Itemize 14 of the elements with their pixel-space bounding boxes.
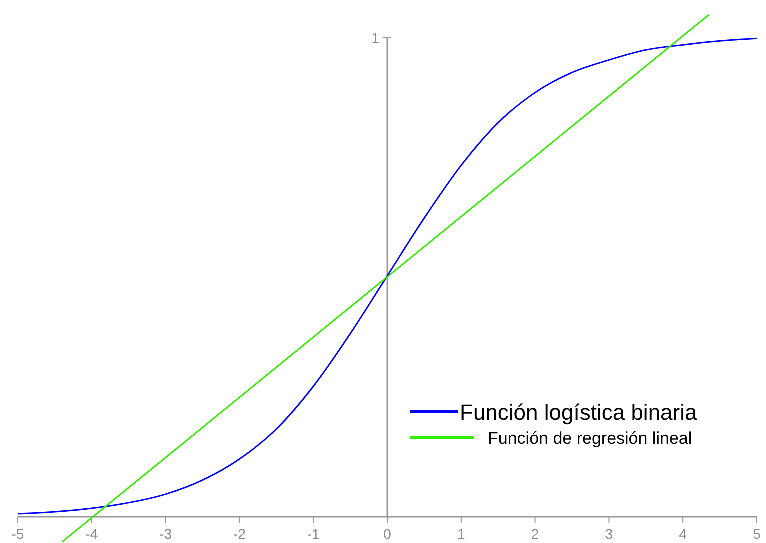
x-tick-label: 5 (753, 526, 762, 542)
x-tick-label: 3 (605, 526, 614, 542)
x-tick-label: -5 (12, 526, 24, 542)
x-tick-label: 1 (458, 526, 466, 542)
x-tick-label: 0 (384, 526, 392, 542)
legend-label: Función de regresión lineal (488, 429, 692, 448)
x-tick-label: 2 (531, 526, 540, 542)
x-tick-label: -1 (307, 526, 320, 542)
annotation: 1 (372, 30, 380, 46)
x-tick-label: -2 (233, 526, 246, 542)
x-tick-label: 4 (679, 526, 688, 542)
x-tick-label: -3 (160, 526, 172, 542)
legend-label: Función logística binaria (460, 400, 698, 425)
x-tick-label: -4 (86, 526, 98, 542)
